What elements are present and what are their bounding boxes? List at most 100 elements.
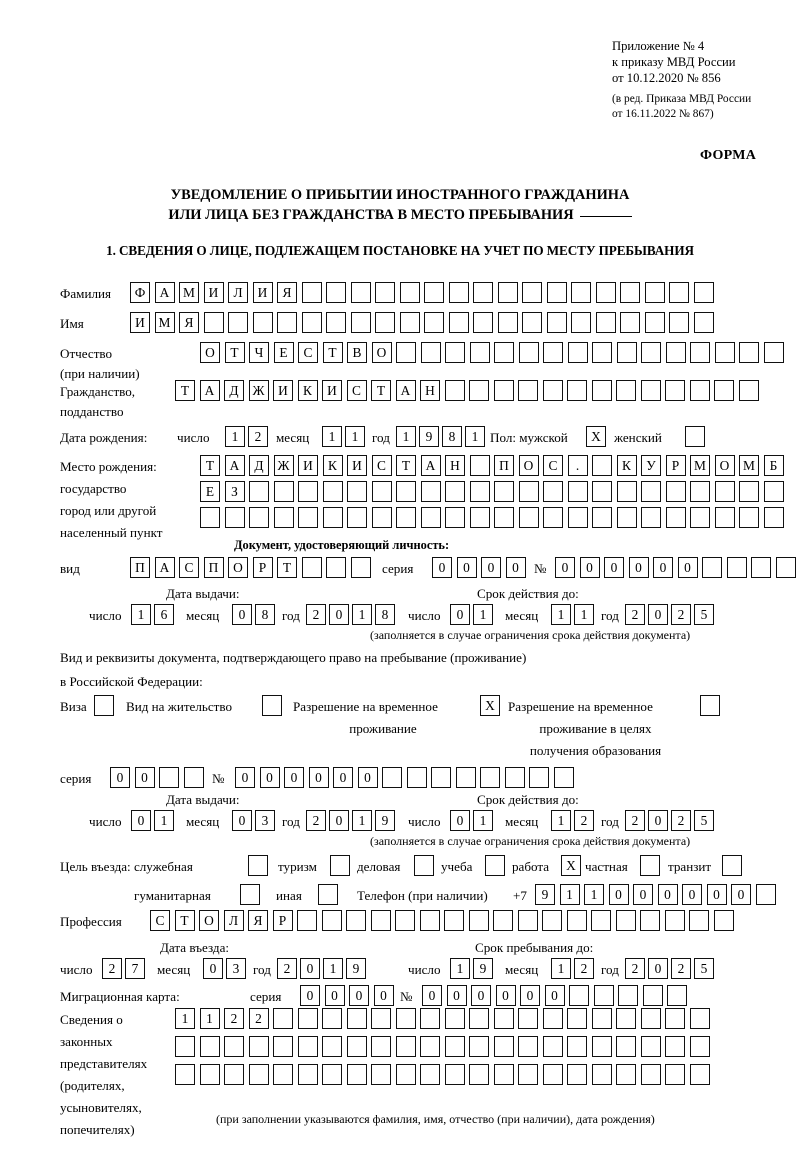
char-cell[interactable] <box>567 481 588 502</box>
char-cell[interactable] <box>690 481 710 502</box>
char-cell[interactable] <box>301 557 322 578</box>
char-cell[interactable]: 0 <box>308 767 329 788</box>
char-cell[interactable] <box>665 507 686 528</box>
char-cell[interactable] <box>322 1008 342 1029</box>
char-cell[interactable] <box>200 507 220 528</box>
char-cell[interactable]: Е <box>273 342 294 363</box>
char-cell[interactable] <box>382 767 402 788</box>
char-cell[interactable]: И <box>273 380 293 401</box>
char-cell[interactable]: К <box>297 380 318 401</box>
char-cell[interactable]: 0 <box>329 810 349 831</box>
char-cell[interactable] <box>739 507 759 528</box>
char-cell[interactable] <box>469 455 490 476</box>
char-cell[interactable]: А <box>154 282 175 303</box>
char-cell[interactable] <box>399 312 420 333</box>
legal-rep-row-2-cells[interactable] <box>175 1036 710 1057</box>
purpose-private-checkbox[interactable] <box>640 855 660 876</box>
char-cell[interactable] <box>640 1064 661 1085</box>
char-cell[interactable] <box>494 481 514 502</box>
char-cell[interactable] <box>298 481 318 502</box>
char-cell[interactable]: 1 <box>450 958 470 979</box>
char-cell[interactable] <box>224 1064 244 1085</box>
char-cell[interactable]: 0 <box>300 985 320 1006</box>
char-cell[interactable] <box>517 910 538 931</box>
char-cell[interactable]: Т <box>371 380 391 401</box>
char-cell[interactable] <box>469 1008 489 1029</box>
char-cell[interactable]: 0 <box>432 557 452 578</box>
char-cell[interactable] <box>591 1036 612 1057</box>
char-cell[interactable]: 2 <box>574 810 594 831</box>
char-cell[interactable]: 0 <box>706 884 727 905</box>
char-cell[interactable]: С <box>150 910 170 931</box>
char-cell[interactable] <box>739 342 759 363</box>
char-cell[interactable] <box>714 380 734 401</box>
char-cell[interactable] <box>468 910 489 931</box>
char-cell[interactable] <box>473 312 493 333</box>
char-cell[interactable]: 1 <box>551 810 571 831</box>
char-cell[interactable] <box>546 282 567 303</box>
char-cell[interactable]: 8 <box>255 604 275 625</box>
char-cell[interactable] <box>326 282 346 303</box>
char-cell[interactable] <box>591 1008 612 1029</box>
char-cell[interactable]: 2 <box>625 604 645 625</box>
char-cell[interactable] <box>326 557 346 578</box>
char-cell[interactable]: 1 <box>473 810 493 831</box>
char-cell[interactable] <box>763 507 784 528</box>
char-cell[interactable]: 0 <box>232 604 252 625</box>
char-cell[interactable] <box>763 342 784 363</box>
char-cell[interactable] <box>567 1064 587 1085</box>
char-cell[interactable]: 0 <box>731 884 751 905</box>
char-cell[interactable] <box>493 1064 514 1085</box>
char-cell[interactable] <box>420 1064 440 1085</box>
char-cell[interactable] <box>252 312 273 333</box>
char-cell[interactable]: 1 <box>345 426 365 447</box>
char-cell[interactable]: 0 <box>300 958 320 979</box>
char-cell[interactable] <box>444 380 465 401</box>
char-cell[interactable] <box>567 1036 587 1057</box>
char-cell[interactable]: А <box>420 455 441 476</box>
char-cell[interactable] <box>571 282 591 303</box>
char-cell[interactable] <box>542 1008 563 1029</box>
char-cell[interactable] <box>445 507 465 528</box>
char-cell[interactable] <box>665 481 686 502</box>
char-cell[interactable] <box>273 1064 293 1085</box>
char-cell[interactable] <box>641 481 661 502</box>
char-cell[interactable] <box>455 767 476 788</box>
char-cell[interactable]: 0 <box>648 810 668 831</box>
char-cell[interactable]: Т <box>174 910 195 931</box>
char-cell[interactable]: 1 <box>352 810 372 831</box>
char-cell[interactable] <box>473 282 493 303</box>
char-cell[interactable] <box>702 557 722 578</box>
char-cell[interactable] <box>370 910 391 931</box>
char-cell[interactable] <box>714 507 735 528</box>
char-cell[interactable] <box>751 557 771 578</box>
char-cell[interactable]: 0 <box>471 985 491 1006</box>
char-cell[interactable]: Р <box>252 557 273 578</box>
char-cell[interactable]: С <box>298 342 318 363</box>
char-cell[interactable] <box>350 557 371 578</box>
char-cell[interactable]: 0 <box>446 985 467 1006</box>
char-cell[interactable] <box>553 767 574 788</box>
char-cell[interactable] <box>175 1036 195 1057</box>
char-cell[interactable]: Л <box>223 910 244 931</box>
char-cell[interactable] <box>518 481 539 502</box>
purpose-study-checkbox[interactable] <box>485 855 505 876</box>
char-cell[interactable] <box>396 342 416 363</box>
char-cell[interactable] <box>644 312 665 333</box>
char-cell[interactable] <box>424 282 444 303</box>
char-cell[interactable] <box>248 1036 269 1057</box>
char-cell[interactable] <box>321 910 342 931</box>
char-cell[interactable] <box>420 1036 440 1057</box>
char-cell[interactable]: 2 <box>625 958 645 979</box>
char-cell[interactable] <box>249 481 269 502</box>
char-cell[interactable] <box>542 910 562 931</box>
purpose-transit-checkbox[interactable] <box>722 855 742 876</box>
char-cell[interactable]: Т <box>224 342 245 363</box>
char-cell[interactable] <box>493 1008 514 1029</box>
